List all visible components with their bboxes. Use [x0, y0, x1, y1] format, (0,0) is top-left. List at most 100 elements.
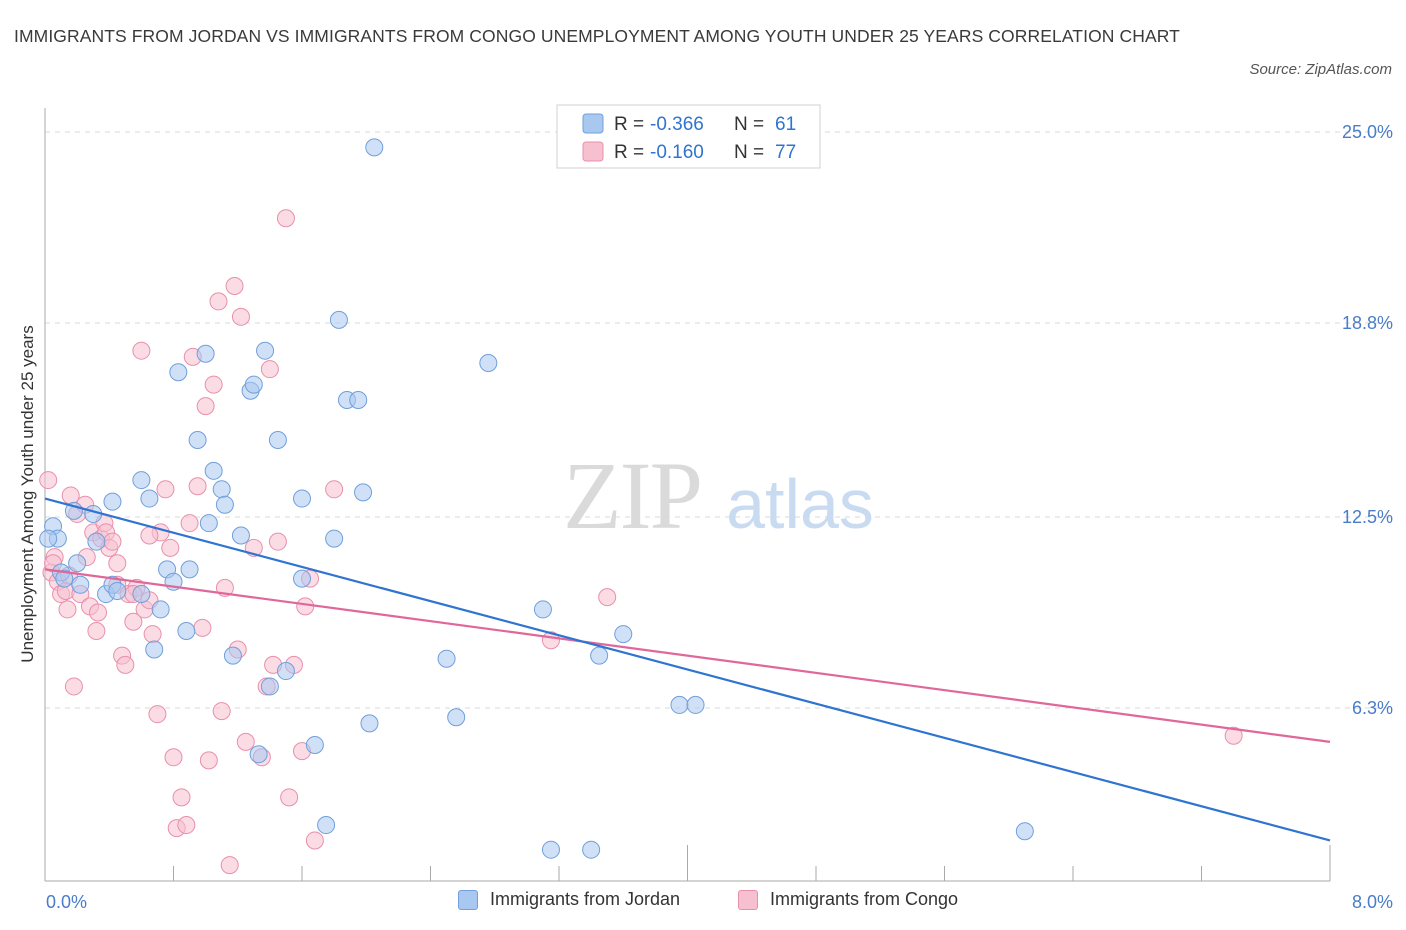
legend-label-congo: Immigrants from Congo: [770, 889, 959, 909]
y-tick-label: 12.5%: [1342, 507, 1393, 527]
congo-point: [212, 702, 231, 721]
jordan-point: [360, 714, 379, 733]
jordan-point: [68, 554, 87, 573]
jordan-point: [325, 529, 344, 548]
jordan-point: [293, 569, 311, 588]
jordan-point: [305, 735, 324, 754]
jordan-point: [614, 625, 633, 644]
congo-point: [598, 588, 617, 607]
watermark-zip: ZIP: [563, 442, 701, 549]
jordan-point: [349, 390, 368, 409]
jordan-point: [71, 575, 90, 594]
congo-point: [103, 532, 122, 551]
congo-point: [177, 816, 196, 835]
jordan-point: [188, 431, 207, 450]
jordan-point: [256, 341, 275, 360]
jordan-trend-line: [44, 497, 1331, 842]
jordan-point: [244, 375, 263, 394]
congo-point: [236, 732, 255, 751]
jordan-point: [354, 483, 373, 502]
jordan-point: [590, 646, 609, 665]
jordan-point: [437, 649, 456, 668]
congo-point: [196, 397, 215, 416]
jordan-point: [169, 363, 188, 382]
jordan-point: [132, 471, 151, 490]
congo-point: [305, 831, 324, 850]
congo-point: [193, 618, 212, 637]
legend-r-value-jordan: -0.366: [650, 114, 704, 135]
x-tick-label: 0.0%: [46, 892, 87, 912]
congo-point: [156, 480, 175, 499]
legend-item-jordan[interactable]: Immigrants from Jordan: [458, 889, 680, 910]
congo-point: [132, 341, 151, 360]
trend-layer: [44, 497, 1331, 842]
congo-point: [209, 292, 228, 311]
congo-point: [296, 597, 315, 616]
y-axis-label: Unemployment Among Youth under 25 years: [18, 325, 37, 662]
congo-point: [89, 603, 108, 622]
legend-n-value-congo: 77: [775, 142, 796, 163]
jordan-point: [276, 662, 295, 681]
congo-point: [58, 600, 77, 619]
jordan-point: [140, 489, 159, 508]
correlation-legend: R = -0.366 N = 61 R = -0.160 N = 77: [556, 104, 821, 169]
legend-label-jordan: Immigrants from Jordan: [490, 889, 681, 909]
jordan-point: [686, 695, 705, 714]
legend-item-congo[interactable]: Immigrants from Congo: [738, 889, 958, 910]
legend-n-value-jordan: 61: [775, 114, 796, 135]
congo-point: [143, 625, 162, 644]
jordan-point: [223, 646, 242, 665]
congo-point: [199, 751, 218, 770]
jordan-point: [582, 840, 601, 859]
grid-layer: [45, 131, 1390, 709]
jordan-point: [196, 344, 215, 363]
jordan-point: [1015, 822, 1034, 841]
jordan-point: [317, 816, 336, 835]
legend-n-label-congo: N =: [734, 142, 769, 163]
axes-layer: [44, 108, 1331, 882]
watermark: ZIP atlas: [563, 442, 874, 549]
y-tick-label: 6.3%: [1352, 698, 1393, 718]
congo-point: [161, 538, 180, 557]
jordan-point: [87, 532, 106, 551]
jordan-point: [108, 581, 127, 600]
svg-text:R = -0.366 N =: R = -0.366 N = 61: [614, 114, 796, 135]
svg-text:R = -0.160 N =: R = -0.160 N = 77: [614, 142, 796, 163]
y-tick-label: 25.0%: [1342, 122, 1393, 142]
congo-point: [39, 471, 58, 490]
congo-point: [108, 554, 127, 573]
congo-point: [1224, 726, 1243, 745]
jordan-point: [199, 514, 218, 533]
congo-point: [231, 307, 250, 326]
congo-trend-line: [44, 568, 1331, 743]
jordan-point: [151, 600, 170, 619]
congo-point: [180, 514, 199, 533]
jordan-point: [541, 840, 560, 859]
congo-point: [225, 277, 244, 296]
jordan-point: [39, 529, 58, 548]
congo-point: [220, 856, 239, 875]
legend-r-label-congo: R =: [614, 142, 649, 163]
legend-swatch-jordan: [582, 113, 604, 134]
jordan-point: [132, 585, 151, 604]
congo-point: [268, 532, 287, 551]
jordan-point: [329, 310, 348, 329]
jordan-point: [268, 431, 287, 450]
watermark-atlas: atlas: [726, 465, 874, 543]
congo-point: [148, 705, 167, 724]
jordan-point: [177, 621, 196, 640]
jordan-point: [204, 461, 223, 480]
y-tick-label: 18.8%: [1342, 313, 1393, 333]
jordan-point: [365, 138, 384, 157]
jordan-point: [215, 495, 234, 514]
jordan-point: [670, 695, 689, 714]
congo-point: [64, 677, 83, 696]
jordan-point: [249, 745, 268, 764]
jordan-point: [479, 354, 498, 373]
congo-point: [116, 655, 135, 674]
congo-point: [260, 360, 279, 379]
congo-point: [124, 612, 143, 631]
congo-point: [280, 788, 299, 807]
congo-point: [276, 209, 295, 228]
